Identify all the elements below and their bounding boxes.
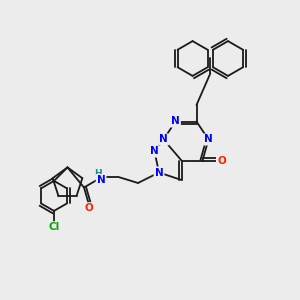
Text: N: N [171, 116, 180, 127]
Text: Cl: Cl [48, 222, 60, 233]
Text: N: N [204, 134, 213, 145]
Text: O: O [84, 203, 93, 213]
Text: N: N [154, 167, 164, 178]
Text: N: N [150, 146, 159, 157]
Text: H: H [94, 169, 102, 178]
Text: O: O [217, 155, 226, 166]
Text: N: N [159, 134, 168, 145]
Text: N: N [97, 175, 106, 185]
